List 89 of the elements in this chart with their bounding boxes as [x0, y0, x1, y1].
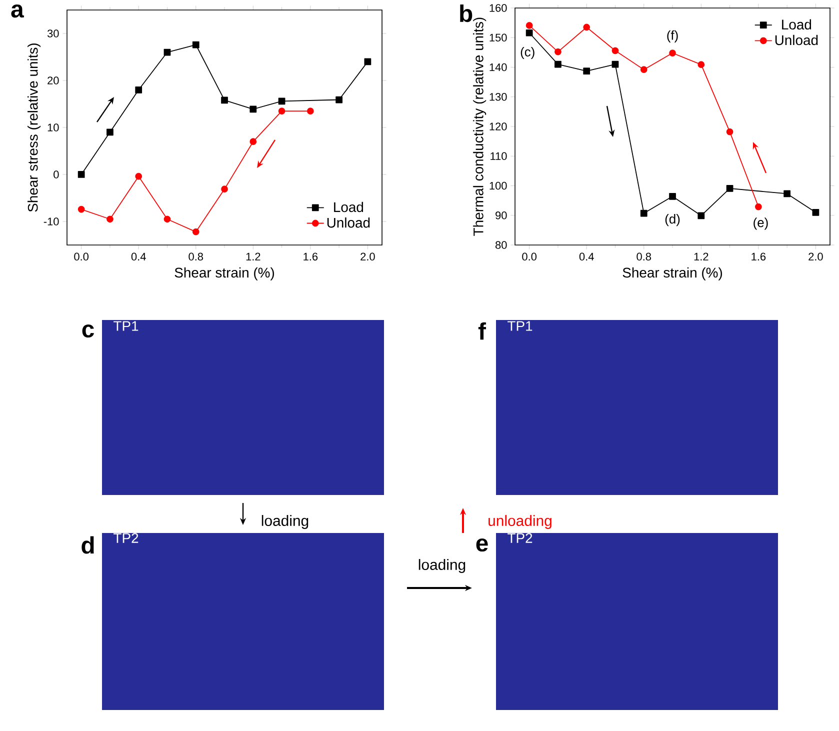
text: e	[476, 538, 488, 552]
point	[250, 106, 257, 113]
point	[612, 60, 619, 68]
point	[554, 48, 562, 56]
text: loading	[262, 515, 308, 529]
y-tick-label: 20	[48, 76, 59, 84]
point	[192, 41, 200, 48]
chart-title: b	[460, 4, 472, 22]
point	[192, 228, 200, 236]
text: loading	[418, 559, 466, 573]
point	[278, 98, 286, 105]
x-tick-label: 1.2	[246, 252, 260, 260]
x-tick-label: 1.2	[694, 252, 708, 260]
x-tick-label: 0.0	[522, 252, 537, 261]
point	[526, 29, 533, 36]
point	[250, 138, 257, 146]
point	[554, 60, 562, 68]
y-tick-label: 90	[496, 211, 507, 220]
text: TP2	[508, 533, 532, 543]
point	[364, 58, 372, 66]
chart-title: a	[11, 4, 24, 18]
point	[221, 96, 228, 104]
point	[78, 171, 85, 178]
point	[583, 24, 590, 31]
x-tick-label: 0.8	[188, 252, 204, 261]
point	[669, 50, 676, 56]
legend-label: Load	[334, 202, 364, 212]
point	[135, 172, 142, 180]
legend-label: Unload	[327, 217, 370, 228]
x-tick-label: 0.4	[131, 252, 146, 261]
point	[526, 22, 533, 29]
point	[135, 86, 142, 94]
point	[726, 128, 734, 136]
y-tick-label: -10	[44, 218, 59, 226]
text: f	[478, 322, 486, 340]
point	[164, 216, 171, 223]
point	[583, 68, 590, 75]
y-tick-label: 100	[490, 182, 507, 190]
y-tick-label: 110	[490, 152, 507, 160]
point	[726, 184, 734, 192]
text: unloading	[488, 515, 552, 529]
point	[784, 190, 790, 198]
text: c	[82, 324, 94, 338]
point	[640, 210, 648, 217]
point	[306, 108, 314, 114]
point	[812, 208, 820, 216]
x-tick-label: 2.0	[808, 252, 823, 261]
point	[612, 47, 619, 54]
point	[278, 108, 286, 114]
point	[754, 203, 762, 210]
annotation: (d)	[665, 214, 680, 226]
point	[164, 48, 171, 56]
annotation: (f)	[667, 30, 678, 42]
text: d	[82, 536, 94, 554]
y-tick-label: 120	[490, 122, 507, 130]
point	[669, 192, 676, 200]
x-axis-title: Shear strain (%)	[622, 267, 722, 280]
point	[336, 96, 342, 104]
y-tick-label: 30	[47, 30, 59, 38]
text: TP1	[508, 321, 532, 331]
text: TP2	[114, 533, 138, 543]
y-tick-label: 10	[48, 124, 59, 132]
annotation: (c)	[520, 46, 534, 60]
y-tick-label: 160	[490, 4, 507, 12]
x-tick-label: 1.6	[304, 252, 318, 261]
point	[640, 66, 648, 74]
legend-label: Unload	[775, 34, 818, 46]
point	[106, 216, 114, 223]
y-tick-label: 140	[490, 63, 507, 72]
x-tick-label: 2.0	[360, 252, 375, 261]
y-axis-title: Shear stress (relative units)	[28, 43, 41, 212]
x-tick-label: 0.0	[74, 252, 89, 261]
x-axis-title: Shear strain (%)	[174, 267, 274, 280]
y-axis-title: Thermal conductivity (relative units)	[473, 18, 486, 236]
point	[698, 61, 705, 68]
y-tick-label: 150	[490, 34, 507, 42]
point	[78, 206, 85, 213]
y-tick-label: 130	[490, 92, 507, 101]
point	[698, 212, 705, 220]
annotation: (e)	[754, 218, 768, 230]
x-tick-label: 0.8	[636, 252, 652, 261]
y-tick-label: 80	[496, 241, 507, 249]
point	[106, 128, 114, 136]
y-tick-label: 0	[54, 170, 59, 178]
text: TP1	[114, 321, 138, 331]
x-tick-label: 0.4	[579, 252, 594, 261]
legend-label: Load	[782, 19, 812, 30]
x-tick-label: 1.6	[752, 252, 766, 261]
point	[221, 186, 228, 192]
